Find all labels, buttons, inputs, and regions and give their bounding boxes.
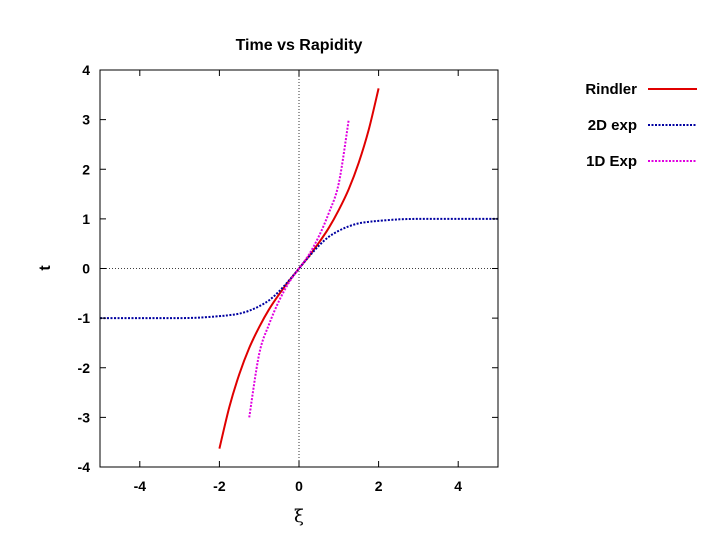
y-tick-label: 4 [82,62,90,78]
legend-label-1d-exp: 1D Exp [586,153,637,170]
y-tick-label: -3 [78,409,91,425]
legend: Rindler 2D exp 1D Exp [585,81,697,170]
y-tick-label: -2 [78,360,91,376]
y-tick-label: 2 [82,161,90,177]
series-layer [100,88,498,449]
chart-title: Time vs Rapidity [236,37,363,54]
y-tick-label: 0 [82,261,90,277]
x-tick-label: -2 [213,478,226,494]
x-tick-label: 2 [375,478,383,494]
x-tick-label: 0 [295,478,303,494]
y-tick-label: -4 [78,459,91,475]
legend-label-2d-exp: 2D exp [588,117,637,134]
axis-ticks: -4 -2 0 2 4 -4 -3 -2 -1 0 1 2 3 4 [78,62,498,494]
y-tick-label: 3 [82,112,90,128]
y-tick-label: -1 [78,310,91,326]
x-tick-label: -4 [134,478,147,494]
legend-label-rindler: Rindler [585,81,637,98]
x-axis-label: ξ [294,506,304,527]
series-line-1d-exp [248,119,350,418]
y-axis-label: t [37,265,54,271]
y-tick-label: 1 [82,211,90,227]
x-tick-label: 4 [454,478,462,494]
